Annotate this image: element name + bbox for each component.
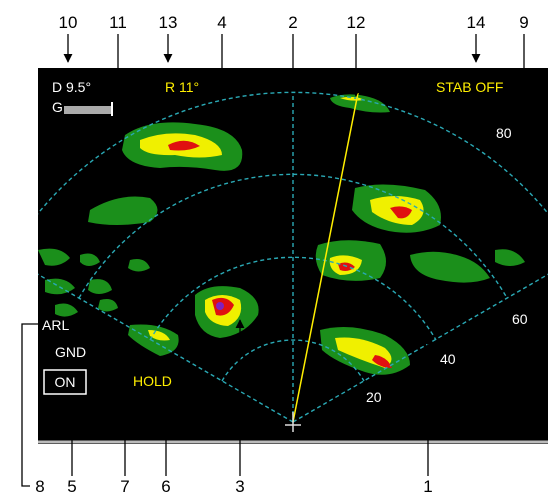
hold-label: HOLD bbox=[133, 373, 172, 389]
tilt: D 9.5° bbox=[52, 79, 91, 95]
callout: 13 bbox=[159, 13, 178, 32]
callout: 14 bbox=[467, 13, 486, 32]
bearing: R 11° bbox=[165, 79, 199, 95]
arl-label: ARL bbox=[42, 317, 69, 333]
on-label: ON bbox=[55, 374, 76, 390]
range-label: 60 bbox=[512, 311, 528, 327]
callout: 5 bbox=[67, 477, 76, 494]
gain-bar bbox=[64, 106, 112, 114]
callout: 4 bbox=[217, 13, 226, 32]
callout: 1 bbox=[423, 477, 432, 494]
callout: 10 bbox=[59, 13, 78, 32]
callout: 3 bbox=[235, 477, 244, 494]
stab-status: STAB OFF bbox=[436, 79, 503, 95]
gain-label: G bbox=[52, 99, 63, 115]
callout: 7 bbox=[120, 477, 129, 494]
radar-diagram: D 9.5° G R 11° STAB OFF 80 60 40 20 ARL … bbox=[0, 0, 548, 494]
range-label: 80 bbox=[496, 125, 512, 141]
callout: 8 bbox=[35, 477, 44, 494]
callout: 9 bbox=[519, 13, 528, 32]
callout: 2 bbox=[288, 13, 297, 32]
range-label: 40 bbox=[440, 351, 456, 367]
callout: 11 bbox=[109, 13, 127, 32]
callout: 12 bbox=[347, 13, 366, 32]
callout: 6 bbox=[161, 477, 170, 494]
range-label: 20 bbox=[366, 389, 382, 405]
gnd-label: GND bbox=[55, 344, 86, 360]
